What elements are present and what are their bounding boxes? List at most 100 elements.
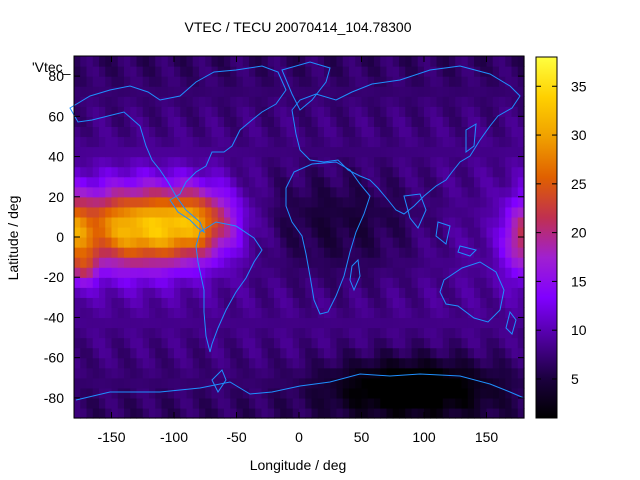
heatmap-cell <box>124 176 131 188</box>
heatmap-cell <box>224 277 231 288</box>
heatmap-cell <box>467 397 475 409</box>
heatmap-cell <box>142 397 150 409</box>
heatmap-cell <box>130 357 138 369</box>
heatmap-cell <box>80 287 88 298</box>
heatmap-cell <box>267 66 275 77</box>
heatmap-cell <box>517 206 525 218</box>
heatmap-cell <box>255 166 263 178</box>
heatmap-cell <box>105 66 113 77</box>
new-zealand-coastline <box>505 310 517 335</box>
heatmap-cell <box>230 237 238 248</box>
heatmap-cell <box>74 156 81 168</box>
heatmap-cell <box>255 297 263 308</box>
heatmap-cell <box>174 176 181 188</box>
greenland-coastline <box>281 61 331 111</box>
heatmap-cell <box>449 267 456 278</box>
heatmap-cell <box>330 216 338 228</box>
heatmap-cell <box>292 327 300 339</box>
heatmap-cell <box>211 267 219 278</box>
heatmap-cell <box>342 407 350 419</box>
heatmap-cell <box>511 307 519 319</box>
heatmap-cell <box>274 407 281 419</box>
heatmap-cell <box>80 357 88 369</box>
heatmap-cell <box>267 76 275 87</box>
heatmap-cell <box>92 257 100 268</box>
heatmap-cell <box>236 86 244 97</box>
heatmap-cell <box>517 347 525 359</box>
heatmap-cell <box>99 206 106 218</box>
heatmap-cell <box>305 247 313 258</box>
heatmap-cell <box>286 96 294 107</box>
heatmap-cell <box>474 106 481 117</box>
heatmap-cell <box>149 307 156 319</box>
heatmap-cell <box>274 287 281 298</box>
heatmap-cell <box>467 297 475 308</box>
heatmap-cell <box>299 86 306 97</box>
heatmap-cell <box>299 307 306 319</box>
heatmap-cell <box>80 96 88 107</box>
heatmap-cell <box>224 297 231 308</box>
heatmap-cell <box>117 247 125 258</box>
heatmap-cell <box>311 247 319 258</box>
heatmap-cell <box>399 116 406 127</box>
heatmap-cell <box>349 287 356 298</box>
heatmap-cell <box>242 337 250 349</box>
heatmap-cell <box>236 96 244 107</box>
heatmap-cell <box>517 86 525 97</box>
heatmap-cell <box>261 377 269 389</box>
heatmap-cell <box>417 377 425 389</box>
heatmap-cell <box>274 196 281 208</box>
heatmap-cell <box>399 156 406 168</box>
heatmap-cell <box>317 347 325 359</box>
heatmap-cell <box>342 196 350 208</box>
heatmap-cell <box>255 176 263 188</box>
heatmap-cell <box>405 347 413 359</box>
heatmap-cell <box>474 237 481 248</box>
heatmap-cell <box>242 66 250 77</box>
heatmap-cell <box>117 206 125 218</box>
heatmap-cell <box>486 196 494 208</box>
heatmap-cell <box>92 357 100 369</box>
heatmap-cell <box>124 146 131 158</box>
heatmap-cell <box>261 186 269 198</box>
heatmap-cell <box>167 186 175 198</box>
heatmap-cell <box>480 136 488 148</box>
heatmap-cell <box>367 347 375 359</box>
heatmap-cell <box>324 86 331 97</box>
heatmap-cell <box>492 116 500 127</box>
heatmap-cell <box>211 287 219 298</box>
heatmap-cell <box>461 86 469 97</box>
heatmap-cell <box>155 287 163 298</box>
heatmap-cell <box>405 216 413 228</box>
heatmap-cell <box>124 347 131 359</box>
heatmap-cell <box>280 196 288 208</box>
heatmap-cell <box>430 136 438 148</box>
heatmap-cell <box>286 267 294 278</box>
heatmap-cell <box>86 277 94 288</box>
heatmap-cell <box>230 56 238 67</box>
heatmap-cell <box>424 267 431 278</box>
heatmap-cell <box>299 116 306 127</box>
heatmap-cell <box>124 337 131 349</box>
heatmap-cell <box>505 327 513 339</box>
heatmap-cell <box>111 226 119 238</box>
heatmap-cell <box>242 56 250 67</box>
heatmap-cell <box>230 407 238 419</box>
heatmap-cell <box>305 96 313 107</box>
heatmap-cell <box>92 337 100 349</box>
heatmap-cell <box>317 106 325 117</box>
heatmap-cell <box>311 407 319 419</box>
heatmap-cell <box>467 357 475 369</box>
heatmap-cell <box>511 297 519 308</box>
borneo-coastline <box>435 221 451 245</box>
heatmap-cell <box>205 407 213 419</box>
heatmap-cell <box>311 226 319 238</box>
heatmap-cell <box>361 247 369 258</box>
heatmap-cell <box>442 166 450 178</box>
heatmap-cell <box>192 317 200 329</box>
heatmap-cell <box>105 387 113 399</box>
heatmap-cell <box>505 367 513 379</box>
heatmap-cell <box>399 337 406 349</box>
heatmap-cell <box>305 397 313 409</box>
heatmap-cell <box>374 377 381 389</box>
